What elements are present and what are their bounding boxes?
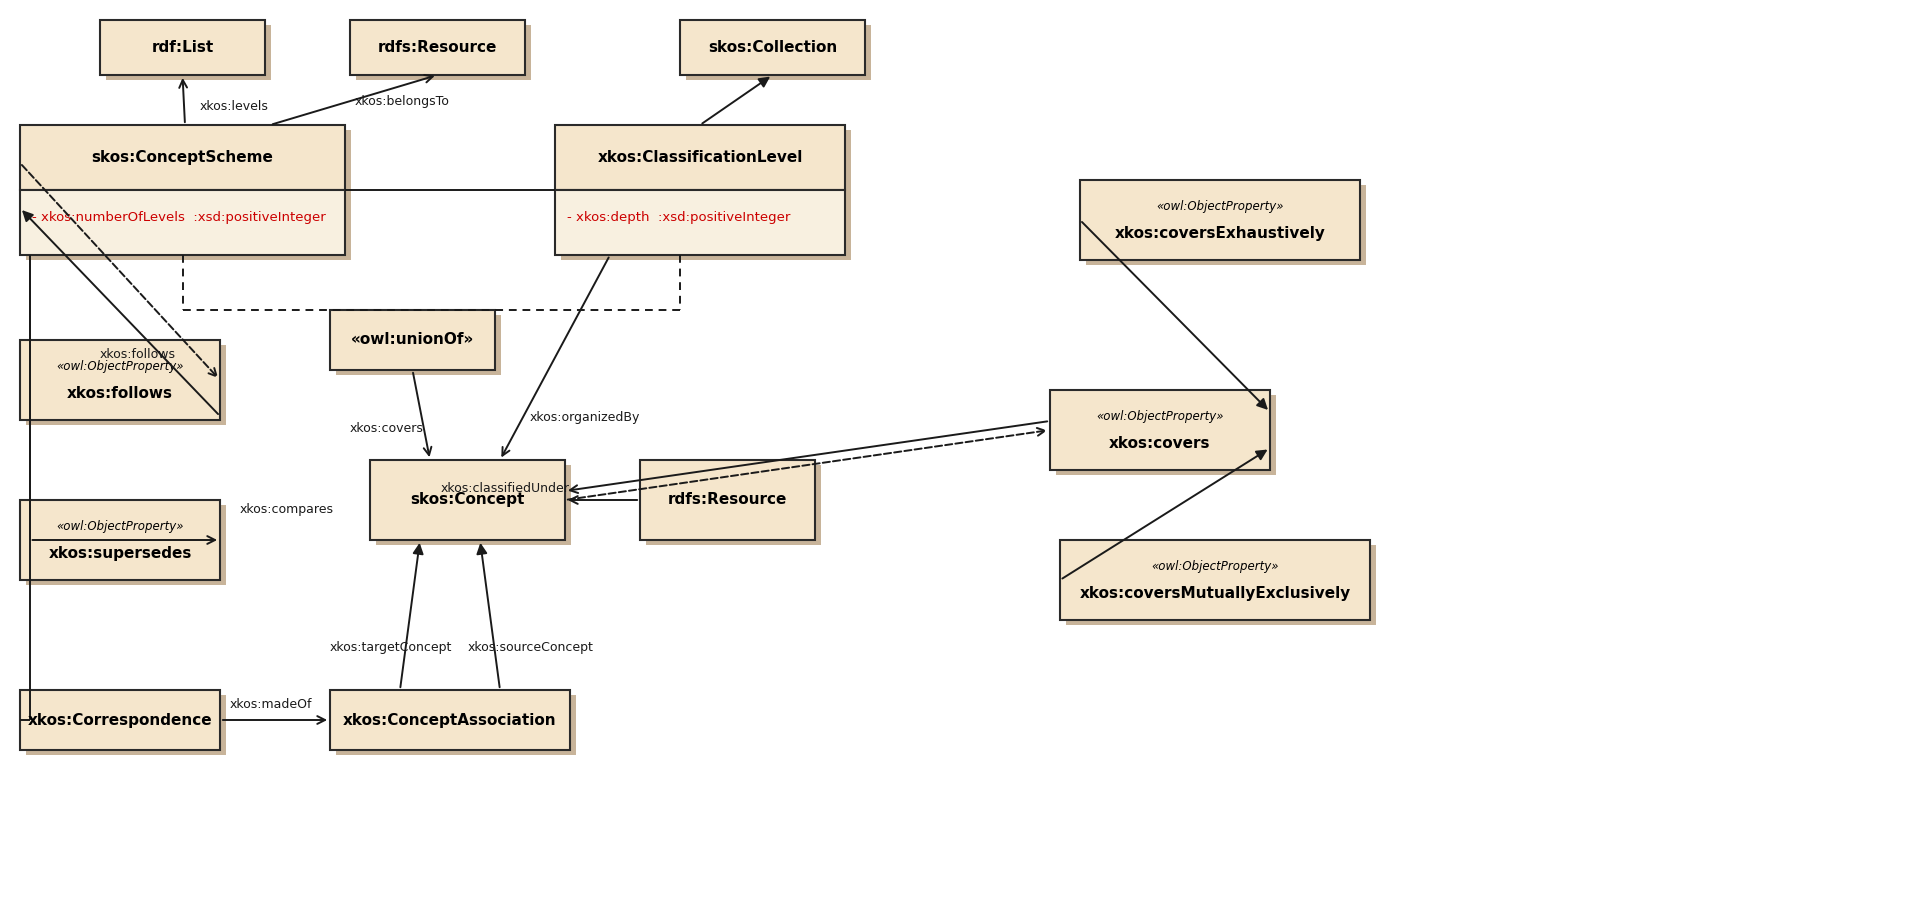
Text: xkos:coversExhaustively: xkos:coversExhaustively [1115,226,1326,241]
FancyBboxPatch shape [19,125,345,190]
Text: skos:Concept: skos:Concept [410,492,526,508]
Text: - xkos:numberOfLevels  :xsd:positiveInteger: - xkos:numberOfLevels :xsd:positiveInteg… [31,211,325,224]
Text: xkos:levels: xkos:levels [200,100,270,114]
Text: skos:ConceptScheme: skos:ConceptScheme [92,150,273,165]
Text: «owl:ObjectProperty»: «owl:ObjectProperty» [56,360,183,373]
FancyBboxPatch shape [106,24,271,79]
FancyBboxPatch shape [685,24,870,79]
Text: xkos:follows: xkos:follows [100,348,175,362]
Text: xkos:ConceptAssociation: xkos:ConceptAssociation [343,713,556,728]
Text: «owl:ObjectProperty»: «owl:ObjectProperty» [1157,200,1284,213]
Text: skos:Collection: skos:Collection [708,40,837,55]
FancyBboxPatch shape [1080,180,1359,260]
FancyBboxPatch shape [375,465,572,545]
Text: - xkos:depth  :xsd:positiveInteger: - xkos:depth :xsd:positiveInteger [566,211,789,224]
FancyBboxPatch shape [554,125,845,190]
Text: xkos:coversMutuallyExclusively: xkos:coversMutuallyExclusively [1080,586,1351,601]
FancyBboxPatch shape [19,190,345,255]
FancyBboxPatch shape [1066,545,1376,624]
FancyBboxPatch shape [1049,390,1270,470]
Text: xkos:covers: xkos:covers [1109,436,1211,451]
FancyBboxPatch shape [19,340,219,420]
Text: xkos:madeOf: xkos:madeOf [229,698,312,712]
FancyBboxPatch shape [639,460,814,540]
FancyBboxPatch shape [335,695,576,754]
FancyBboxPatch shape [25,345,225,425]
Text: rdf:List: rdf:List [152,40,214,55]
Text: xkos:classifiedUnder: xkos:classifiedUnder [441,482,570,494]
FancyBboxPatch shape [25,504,225,584]
FancyBboxPatch shape [1061,540,1371,620]
Text: xkos:Correspondence: xkos:Correspondence [27,713,212,728]
Text: «owl:unionOf»: «owl:unionOf» [350,333,474,347]
FancyBboxPatch shape [1055,394,1276,474]
FancyBboxPatch shape [25,695,225,754]
Text: «owl:ObjectProperty»: «owl:ObjectProperty» [1151,560,1278,573]
FancyBboxPatch shape [560,130,851,260]
FancyBboxPatch shape [370,460,566,540]
FancyBboxPatch shape [329,310,495,370]
FancyBboxPatch shape [19,500,219,580]
Text: xkos:ClassificationLevel: xkos:ClassificationLevel [597,150,803,165]
Text: xkos:covers: xkos:covers [350,421,424,435]
Text: xkos:organizedBy: xkos:organizedBy [529,411,641,425]
FancyBboxPatch shape [356,24,531,79]
Text: xkos:supersedes: xkos:supersedes [48,546,193,561]
FancyBboxPatch shape [19,690,219,750]
FancyBboxPatch shape [680,20,864,75]
Text: xkos:sourceConcept: xkos:sourceConcept [468,641,595,655]
FancyBboxPatch shape [554,190,845,255]
FancyBboxPatch shape [329,690,570,750]
Text: rdfs:Resource: rdfs:Resource [377,40,497,55]
Text: «owl:ObjectProperty»: «owl:ObjectProperty» [1095,410,1224,423]
Text: xkos:targetConcept: xkos:targetConcept [329,641,452,655]
Text: xkos:belongsTo: xkos:belongsTo [354,96,450,108]
FancyBboxPatch shape [25,130,350,260]
FancyBboxPatch shape [350,20,526,75]
FancyBboxPatch shape [100,20,266,75]
FancyBboxPatch shape [335,315,500,374]
FancyBboxPatch shape [1086,185,1365,264]
Text: xkos:follows: xkos:follows [67,386,173,401]
Text: rdfs:Resource: rdfs:Resource [668,492,787,508]
Text: xkos:compares: xkos:compares [241,503,335,517]
Text: «owl:ObjectProperty»: «owl:ObjectProperty» [56,520,183,533]
FancyBboxPatch shape [645,465,820,545]
